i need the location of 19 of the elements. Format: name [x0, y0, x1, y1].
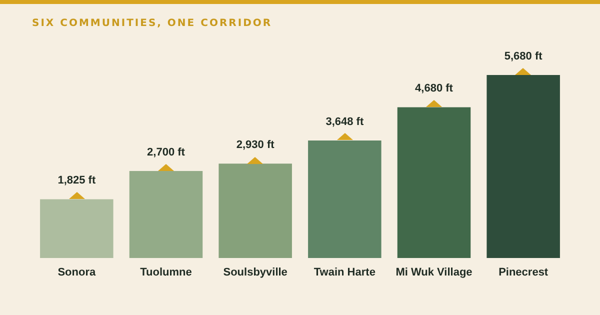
- bar: [486, 75, 560, 258]
- x-tick-label: Soulsbyville: [223, 266, 288, 278]
- data-label: 2,930 ft: [236, 139, 275, 152]
- data-label: 5,680 ft: [504, 50, 543, 62]
- x-tick-label: Mi Wuk Village: [396, 266, 472, 278]
- x-tick-label: Pinecrest: [498, 266, 548, 278]
- bar: [397, 107, 471, 258]
- bar: [308, 140, 382, 258]
- data-label: 3,648 ft: [326, 116, 364, 128]
- chart-title: SIX COMMUNITIES, ONE CORRIDOR: [32, 18, 272, 29]
- bar: [129, 171, 203, 258]
- data-label: 4,680 ft: [415, 82, 454, 95]
- x-tick-label: Tuolumne: [140, 266, 192, 278]
- bar: [218, 164, 292, 258]
- data-label: 1,825 ft: [58, 174, 96, 187]
- data-label: 2,700 ft: [147, 146, 186, 159]
- bar: [40, 199, 114, 258]
- x-tick-label: Sonora: [58, 266, 96, 278]
- x-tick-label: Twain Harte: [314, 266, 376, 278]
